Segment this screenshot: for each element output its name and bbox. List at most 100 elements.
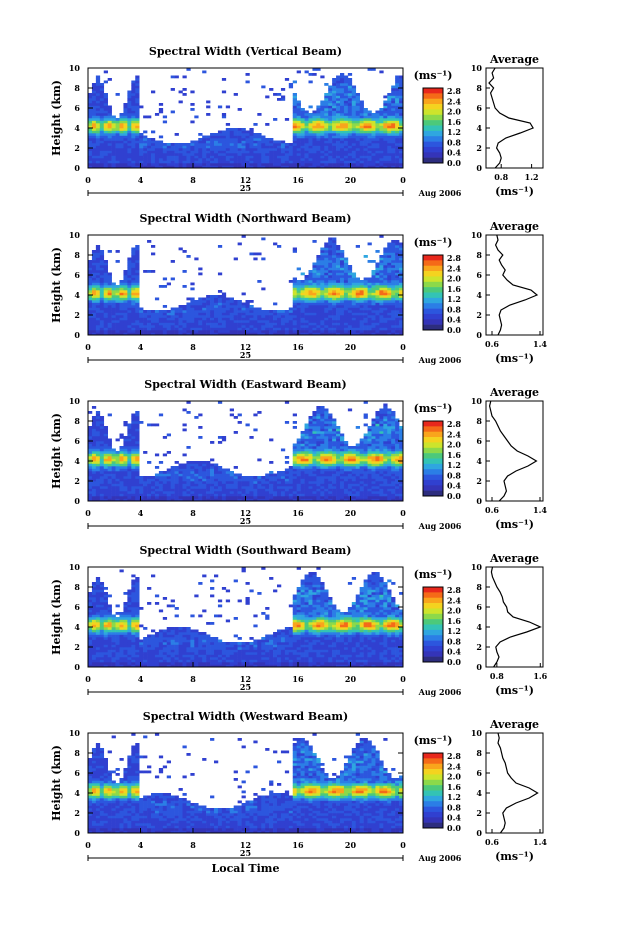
heatmap-cell <box>395 98 400 101</box>
heatmap-cell <box>336 145 341 149</box>
heatmap-cell <box>312 471 317 474</box>
heatmap-cell <box>225 493 231 497</box>
heatmap-cell <box>316 496 321 499</box>
heatmap-cell <box>324 418 329 422</box>
heatmap-cell <box>210 486 215 489</box>
heatmap-cell <box>147 163 152 166</box>
heatmap-cell <box>131 138 136 141</box>
heatmap-cell <box>379 270 384 273</box>
heatmap-cell <box>245 481 250 484</box>
heatmap-cell <box>383 140 388 144</box>
heatmap-cell <box>135 473 140 477</box>
heatmap-cell <box>202 317 207 321</box>
heatmap-cell <box>292 413 297 417</box>
heatmap-cell <box>328 250 333 253</box>
heatmap-cell <box>288 488 294 492</box>
heatmap-cell <box>111 451 116 454</box>
heatmap-cell <box>214 307 219 311</box>
heatmap-cell <box>198 305 203 308</box>
heatmap-cell <box>332 140 337 144</box>
heatmap-cell <box>131 320 136 323</box>
heatmap-cell <box>355 290 360 293</box>
heatmap-cell <box>312 148 317 151</box>
heatmap-cell <box>359 317 364 321</box>
heatmap-cell <box>332 332 337 336</box>
heatmap-cell <box>225 471 231 474</box>
heatmap-cell <box>221 315 227 318</box>
heatmap-cell <box>162 471 168 474</box>
heatmap-cell <box>206 148 211 151</box>
heatmap-cell <box>253 315 258 318</box>
heatmap-cell <box>233 135 238 139</box>
heatmap-cell <box>324 330 329 333</box>
heatmap-cell <box>257 486 262 489</box>
heatmap-cell <box>395 250 400 253</box>
heatmap-cell <box>296 453 301 457</box>
heatmap-cell <box>363 300 368 303</box>
colorbar-tick-label: 2.0 <box>447 107 461 117</box>
heatmap-cell <box>99 426 105 429</box>
heatmap-cell <box>288 491 294 494</box>
heatmap-cell <box>387 103 392 106</box>
heatmap-cell <box>217 441 223 444</box>
colorbar-swatch <box>423 146 443 153</box>
heatmap-cell <box>320 153 325 156</box>
heatmap-cell <box>95 145 101 149</box>
heatmap-cell <box>158 135 164 139</box>
heatmap-cell <box>253 135 258 139</box>
heatmap-cell <box>300 451 305 454</box>
heatmap-cell <box>324 453 329 457</box>
heatmap-cell <box>182 408 187 412</box>
heatmap-cell <box>119 138 124 141</box>
heatmap-cell <box>241 488 246 492</box>
heatmap-cell <box>233 317 238 321</box>
heatmap-cell <box>320 315 325 318</box>
heatmap-cell <box>328 103 333 106</box>
heatmap-cell <box>320 163 325 166</box>
heatmap-cell <box>269 493 274 497</box>
heatmap-cell <box>308 463 313 467</box>
heatmap-cell <box>300 163 305 166</box>
heatmap-cell <box>88 498 93 502</box>
heatmap-cell <box>371 332 376 336</box>
heatmap-cell <box>261 140 266 144</box>
heatmap-cell <box>343 158 349 161</box>
heatmap-cell <box>328 478 333 482</box>
heatmap-cell <box>99 93 105 96</box>
heatmap-cell <box>316 305 321 308</box>
heatmap-cell <box>332 237 337 241</box>
heatmap-cell <box>292 160 297 164</box>
heatmap-cell <box>115 476 120 479</box>
heatmap-cell <box>127 120 132 124</box>
heatmap-cell <box>379 302 384 306</box>
heatmap-cell <box>131 120 136 124</box>
heatmap-cell <box>328 317 333 321</box>
heatmap-cell <box>347 95 353 99</box>
heatmap-cell <box>336 158 341 161</box>
heatmap-cell <box>383 110 388 114</box>
heatmap-cell <box>277 155 282 159</box>
heatmap-cell <box>107 332 112 336</box>
heatmap-cell <box>312 267 317 271</box>
heatmap-cell <box>324 463 329 467</box>
heatmap-cell <box>88 307 93 311</box>
heatmap-cell <box>265 153 270 156</box>
heatmap-cell <box>237 488 242 492</box>
heatmap-cell <box>198 493 203 497</box>
heatmap-cell <box>383 295 388 298</box>
heatmap-cell <box>328 123 333 126</box>
heatmap-cell <box>277 165 282 169</box>
heatmap-cell <box>158 325 164 328</box>
heatmap-cell <box>221 163 227 166</box>
heatmap-cell <box>387 305 392 308</box>
heatmap-cell <box>363 115 368 119</box>
heatmap-cell <box>119 160 124 164</box>
heatmap-cell <box>107 155 112 159</box>
heatmap-cell <box>340 315 345 318</box>
y-tick-label: 6 <box>74 270 80 280</box>
heatmap-cell <box>300 140 305 144</box>
heatmap-cell <box>182 468 187 472</box>
heatmap-cell <box>304 305 309 308</box>
heatmap-cell <box>99 416 105 419</box>
heatmap-cell <box>115 317 120 321</box>
